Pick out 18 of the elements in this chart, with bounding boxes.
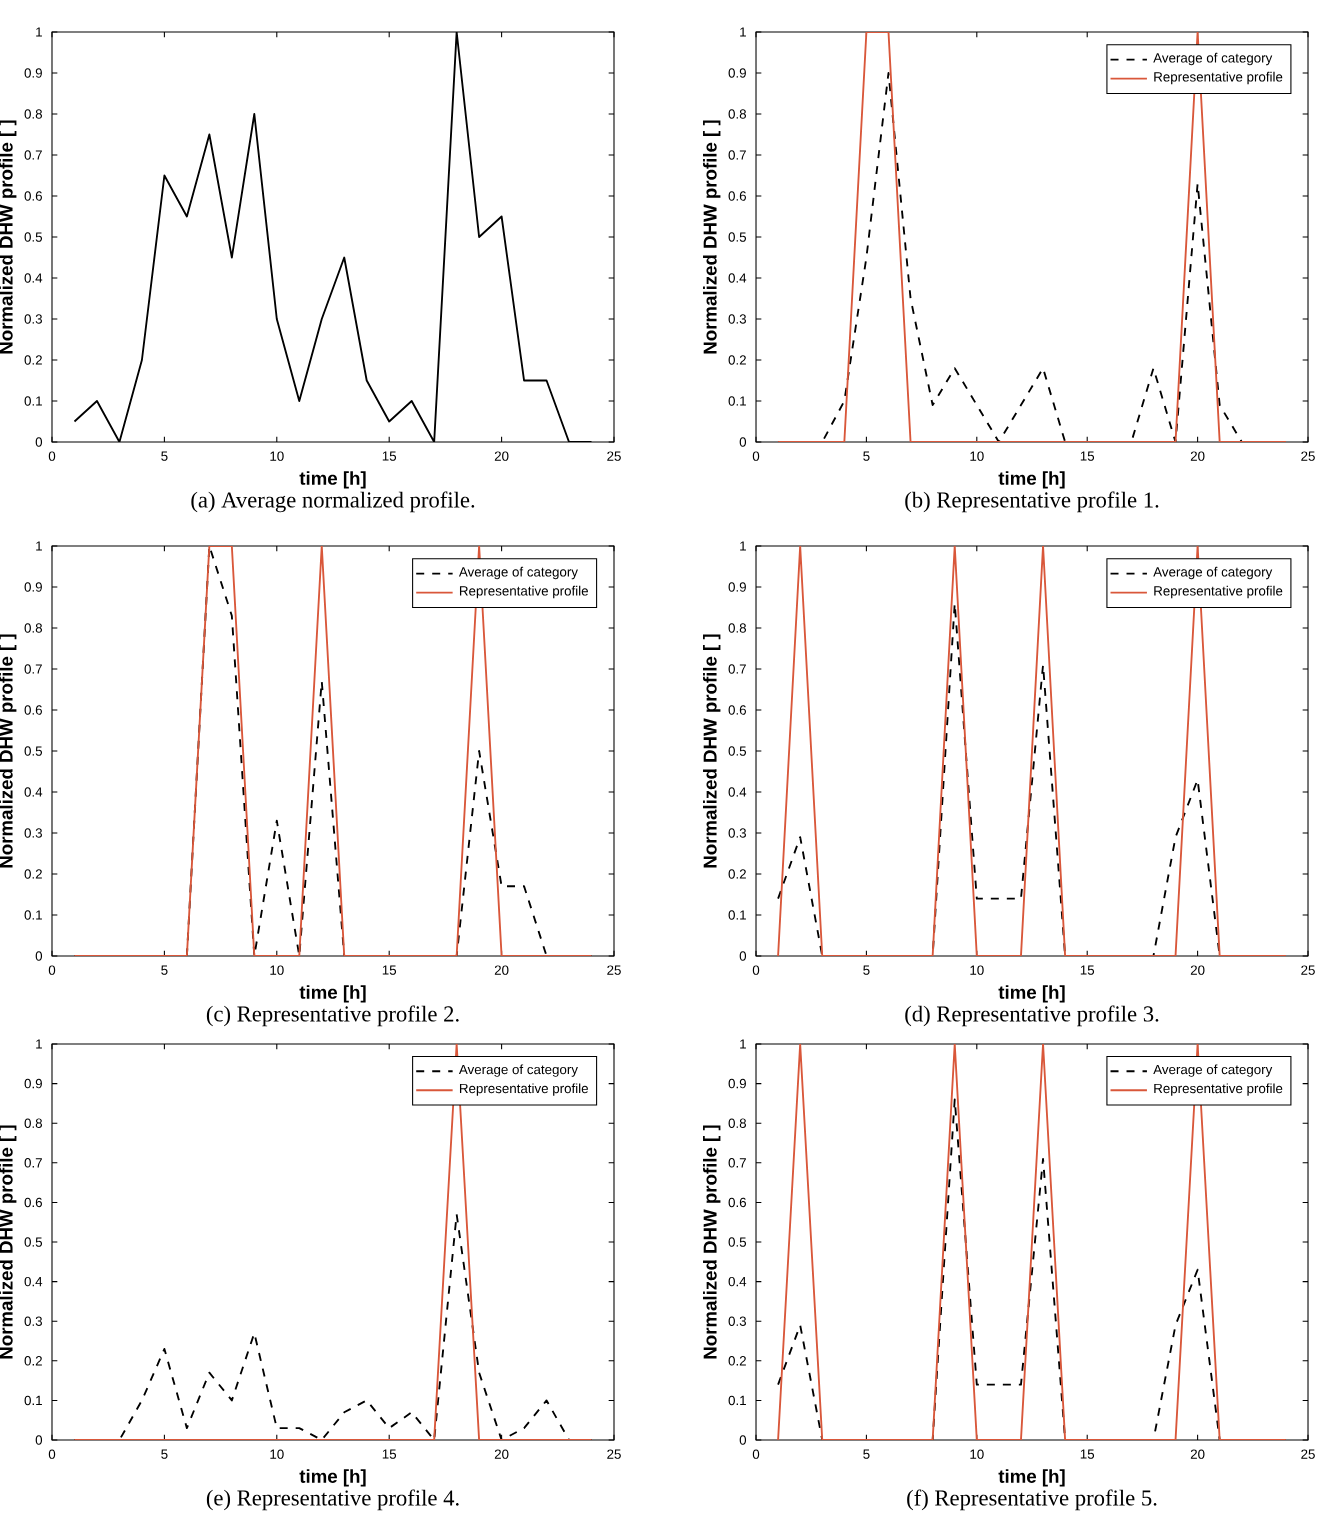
text: (c) Representative profile 2.	[206, 1005, 459, 1027]
x-axis-title: time [h]	[299, 985, 366, 1003]
text: (e) Representative profile 4.	[206, 1489, 459, 1511]
x-axis-title: time [h]	[998, 471, 1065, 489]
y-axis-title: Normalized DHW profile [ ]	[0, 1125, 17, 1359]
text: (f) Representative profile 5.	[907, 1489, 1157, 1511]
y-axis-title: Normalized DHW profile [ ]	[703, 634, 721, 868]
x-axis-title: time [h]	[998, 1469, 1065, 1487]
text: (b) Representative profile 1.	[905, 491, 1159, 513]
text: (a) Average normalized profile.	[191, 491, 475, 513]
y-axis-title: Normalized DHW profile [ ]	[0, 634, 17, 868]
y-axis-title: Normalized DHW profile [ ]	[703, 1125, 721, 1359]
x-axis-title: time [h]	[299, 471, 366, 489]
x-axis-title: time [h]	[998, 985, 1065, 1003]
y-axis-title: Normalized DHW profile [ ]	[0, 120, 17, 354]
y-axis-title: Normalized DHW profile [ ]	[703, 120, 721, 354]
x-axis-title: time [h]	[299, 1469, 366, 1487]
text: (d) Representative profile 3.	[905, 1005, 1159, 1027]
